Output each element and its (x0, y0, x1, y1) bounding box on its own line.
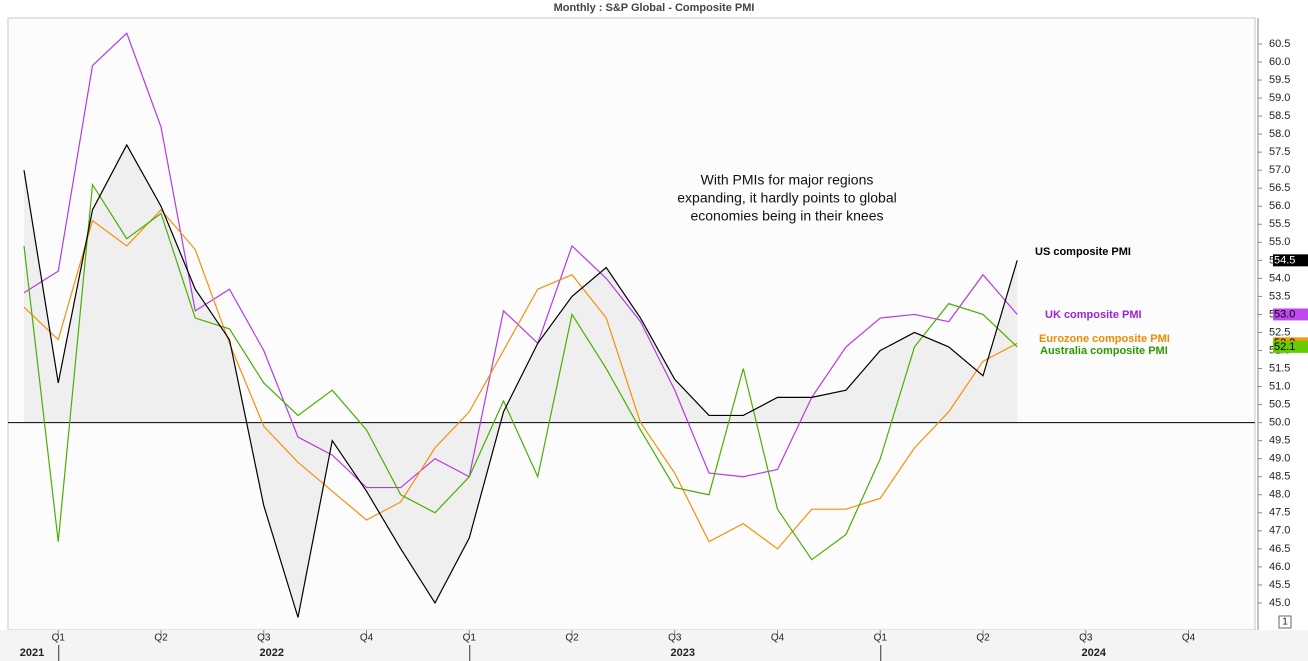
y-tick-label: 53.5 (1269, 290, 1290, 302)
series-label: US composite PMI (1035, 246, 1131, 258)
y-tick-label: 59.5 (1269, 74, 1290, 86)
y-tick-label: 54.0 (1269, 272, 1290, 284)
y-tick-label: 58.5 (1269, 110, 1290, 122)
value-box (1273, 340, 1308, 353)
badge-box (1278, 615, 1292, 629)
y-tick-label: 47.5 (1269, 507, 1290, 519)
x-tick-label: Q2 (976, 633, 990, 644)
x-tick-label: Q2 (154, 633, 168, 644)
annotation: expanding, it hardly points to global (677, 190, 896, 206)
series-line (23, 32, 1018, 489)
x-tick-label: Q3 (1079, 633, 1093, 644)
x-axis-band (0, 630, 1308, 661)
y-tick-label: 56.0 (1269, 200, 1290, 212)
x-tick-label: Q2 (565, 633, 579, 644)
x-tick-label: Q1 (463, 633, 477, 644)
y-tick-label: 51.5 (1269, 362, 1290, 374)
year-label: 2023 (671, 647, 695, 659)
series-line (23, 143, 1018, 618)
y-tick-label: 45.0 (1269, 597, 1290, 609)
reference-fill (24, 144, 1018, 618)
series-line (23, 182, 1018, 561)
y-tick-label: 60.0 (1269, 56, 1290, 68)
y-tick-label: 50.5 (1269, 399, 1290, 411)
chart-title: Monthly : S&P Global - Composite PMI (554, 2, 755, 14)
value-box-label: 54.5 (1274, 254, 1295, 266)
y-tick-label: 56.5 (1269, 182, 1290, 194)
y-tick-label: 47.0 (1269, 525, 1290, 537)
annotation: economies being in their knees (690, 208, 883, 224)
badge: 1 (1282, 617, 1288, 628)
x-tick-label: Q4 (771, 633, 785, 644)
y-tick-label: 45.5 (1269, 579, 1290, 591)
y-tick-label: 50.0 (1269, 417, 1290, 429)
x-tick-label: Q4 (1182, 633, 1196, 644)
x-tick-label: Q3 (668, 633, 682, 644)
year-label: 2022 (260, 647, 284, 659)
value-box (1273, 254, 1308, 267)
y-tick-label: 55.0 (1269, 236, 1290, 248)
y-tick-label: 52.5 (1269, 326, 1290, 338)
series-label: UK composite PMI (1045, 309, 1142, 321)
value-box-label: 53.0 (1274, 308, 1295, 320)
x-tick-label: Q1 (52, 633, 66, 644)
y-tick-label: 57.0 (1269, 164, 1290, 176)
annotation: With PMIs for major regions (701, 172, 874, 188)
y-tick-label: 48.5 (1269, 471, 1290, 483)
y-tick-label: 60.5 (1269, 38, 1290, 50)
y-tick-label: 59.0 (1269, 92, 1290, 104)
series-label: Eurozone composite PMI (1039, 333, 1170, 345)
x-tick-label: Q1 (874, 633, 888, 644)
x-tick-label: Q4 (360, 633, 374, 644)
y-tick-label: 55.5 (1269, 218, 1290, 230)
year-label: 2021 (20, 647, 44, 659)
y-tick-label: 51.0 (1269, 380, 1290, 392)
x-tick-label: Q3 (257, 633, 271, 644)
y-tick-label: 46.0 (1269, 561, 1290, 573)
y-tick-label: 49.0 (1269, 453, 1290, 465)
value-box-label: 52.1 (1274, 341, 1295, 353)
y-tick-label: 48.0 (1269, 489, 1290, 501)
series-label: Australia composite PMI (1040, 345, 1168, 357)
value-box (1273, 308, 1308, 321)
y-tick-label: 46.5 (1269, 543, 1290, 555)
y-tick-label: 58.0 (1269, 128, 1290, 140)
series-line (23, 208, 1018, 550)
y-tick-label: 49.5 (1269, 435, 1290, 447)
year-label: 2024 (1082, 647, 1107, 659)
y-tick-label: 57.5 (1269, 146, 1290, 158)
